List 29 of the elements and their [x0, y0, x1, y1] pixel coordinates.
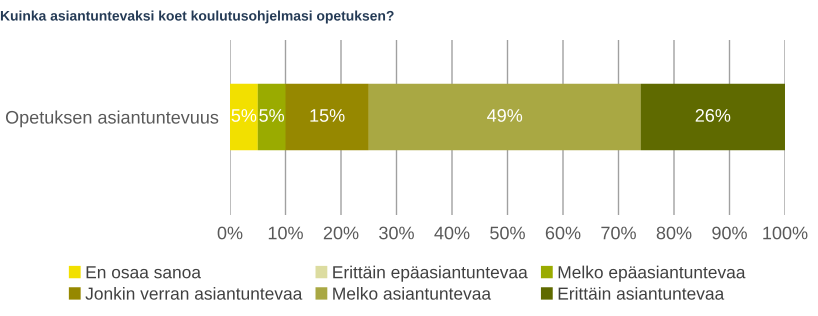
- data-label: 15%: [310, 109, 345, 122]
- x-tick-label: 20%: [324, 226, 358, 240]
- legend-label: Jonkin verran asiantuntevaa: [85, 287, 302, 300]
- bar: [230, 84, 258, 150]
- x-tick-label: 40%: [434, 226, 470, 240]
- data-label: 5%: [232, 109, 256, 122]
- x-tick-label: 10%: [268, 226, 303, 240]
- bar: [640, 84, 785, 150]
- chart-title: Kuinka asiantuntevaksi koet koulutusohjelmasi opetuksen?: [0, 10, 394, 24]
- data-label: 5%: [259, 109, 284, 122]
- x-tick-label: 90%: [712, 226, 747, 240]
- x-tick-label: 30%: [379, 226, 414, 240]
- x-tick-label: 0%: [218, 226, 242, 240]
- legend-label: En osaa sanoa: [86, 266, 202, 278]
- x-tick-label: 70%: [601, 226, 636, 240]
- x-tick-label: 80%: [656, 226, 692, 240]
- bar: [368, 84, 641, 150]
- data-label: 26%: [696, 109, 730, 122]
- legend-label: Melko asiantuntevaa: [333, 287, 492, 300]
- data-label: 49%: [487, 109, 522, 122]
- bar: [286, 84, 369, 150]
- legend-label: Erittäin asiantuntevaa: [558, 287, 724, 300]
- x-tick-label: 50%: [490, 226, 525, 240]
- legend-label: Erittäin epäasiantuntevaa: [333, 266, 528, 282]
- legend-label: Melko epäasiantuntevaa: [558, 266, 746, 282]
- bar: [258, 84, 286, 150]
- x-tick-label: 100%: [763, 226, 808, 240]
- x-tick-label: 60%: [546, 226, 580, 240]
- y-tick-label: Opetuksen asiantuntevuus: [6, 110, 218, 128]
